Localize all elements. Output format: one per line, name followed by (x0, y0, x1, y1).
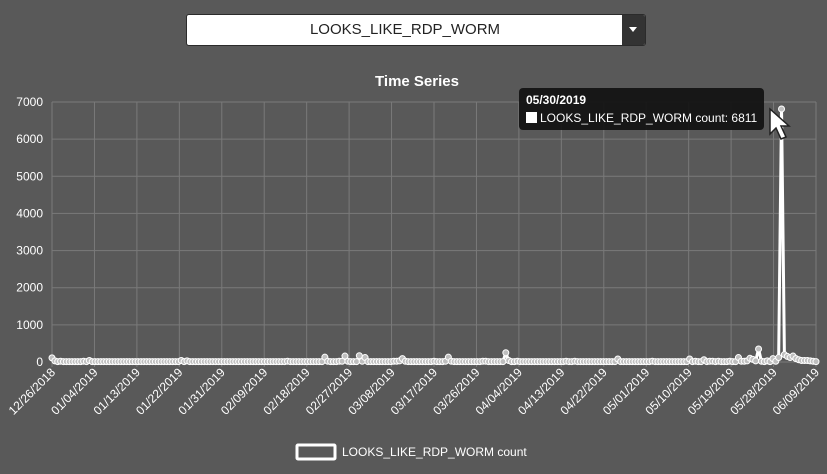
legend-swatch (295, 443, 337, 461)
data-point[interactable] (775, 354, 783, 362)
y-tick-label: 1000 (16, 318, 43, 332)
y-tick-label: 5000 (16, 169, 43, 183)
data-point[interactable] (499, 358, 507, 366)
tooltip-swatch (526, 112, 537, 123)
tooltip: 05/30/2019 LOOKS_LIKE_RDP_WORM count: 68… (519, 88, 764, 130)
y-tick-label: 7000 (16, 95, 43, 109)
data-point[interactable] (502, 349, 510, 357)
y-tick-label: 2000 (16, 281, 43, 295)
select-value: LOOKS_LIKE_RDP_WORM (309, 21, 501, 38)
data-point[interactable] (341, 352, 349, 360)
event-type-select[interactable]: LOOKS_LIKE_RDP_WORM (186, 14, 646, 46)
y-tick-label: 3000 (16, 244, 43, 258)
legend[interactable]: LOOKS_LIKE_RDP_WORM count (295, 443, 527, 461)
mouse-cursor-icon (769, 107, 791, 140)
series[interactable] (48, 105, 820, 366)
grid (51, 101, 817, 367)
data-point[interactable] (755, 345, 763, 353)
y-tick-label: 0 (36, 355, 43, 369)
data-point[interactable] (752, 357, 760, 365)
tooltip-date: 05/30/2019 (526, 93, 586, 107)
y-tick-label: 4000 (16, 206, 43, 220)
chart-title: Time Series (375, 73, 459, 90)
data-point[interactable] (812, 358, 820, 366)
chevron-down-icon[interactable] (622, 15, 645, 45)
data-point[interactable] (355, 352, 363, 360)
y-tick-label: 6000 (16, 132, 43, 146)
tooltip-box (519, 88, 764, 130)
x-tick-label: 06/09/2019 (770, 365, 823, 418)
data-point[interactable] (778, 105, 786, 113)
legend-label: LOOKS_LIKE_RDP_WORM count (342, 445, 527, 459)
tooltip-label: LOOKS_LIKE_RDP_WORM count: 6811 (540, 111, 758, 125)
axes: 0100020003000400050006000700012/26/20180… (6, 95, 823, 418)
data-point[interactable] (352, 358, 360, 366)
